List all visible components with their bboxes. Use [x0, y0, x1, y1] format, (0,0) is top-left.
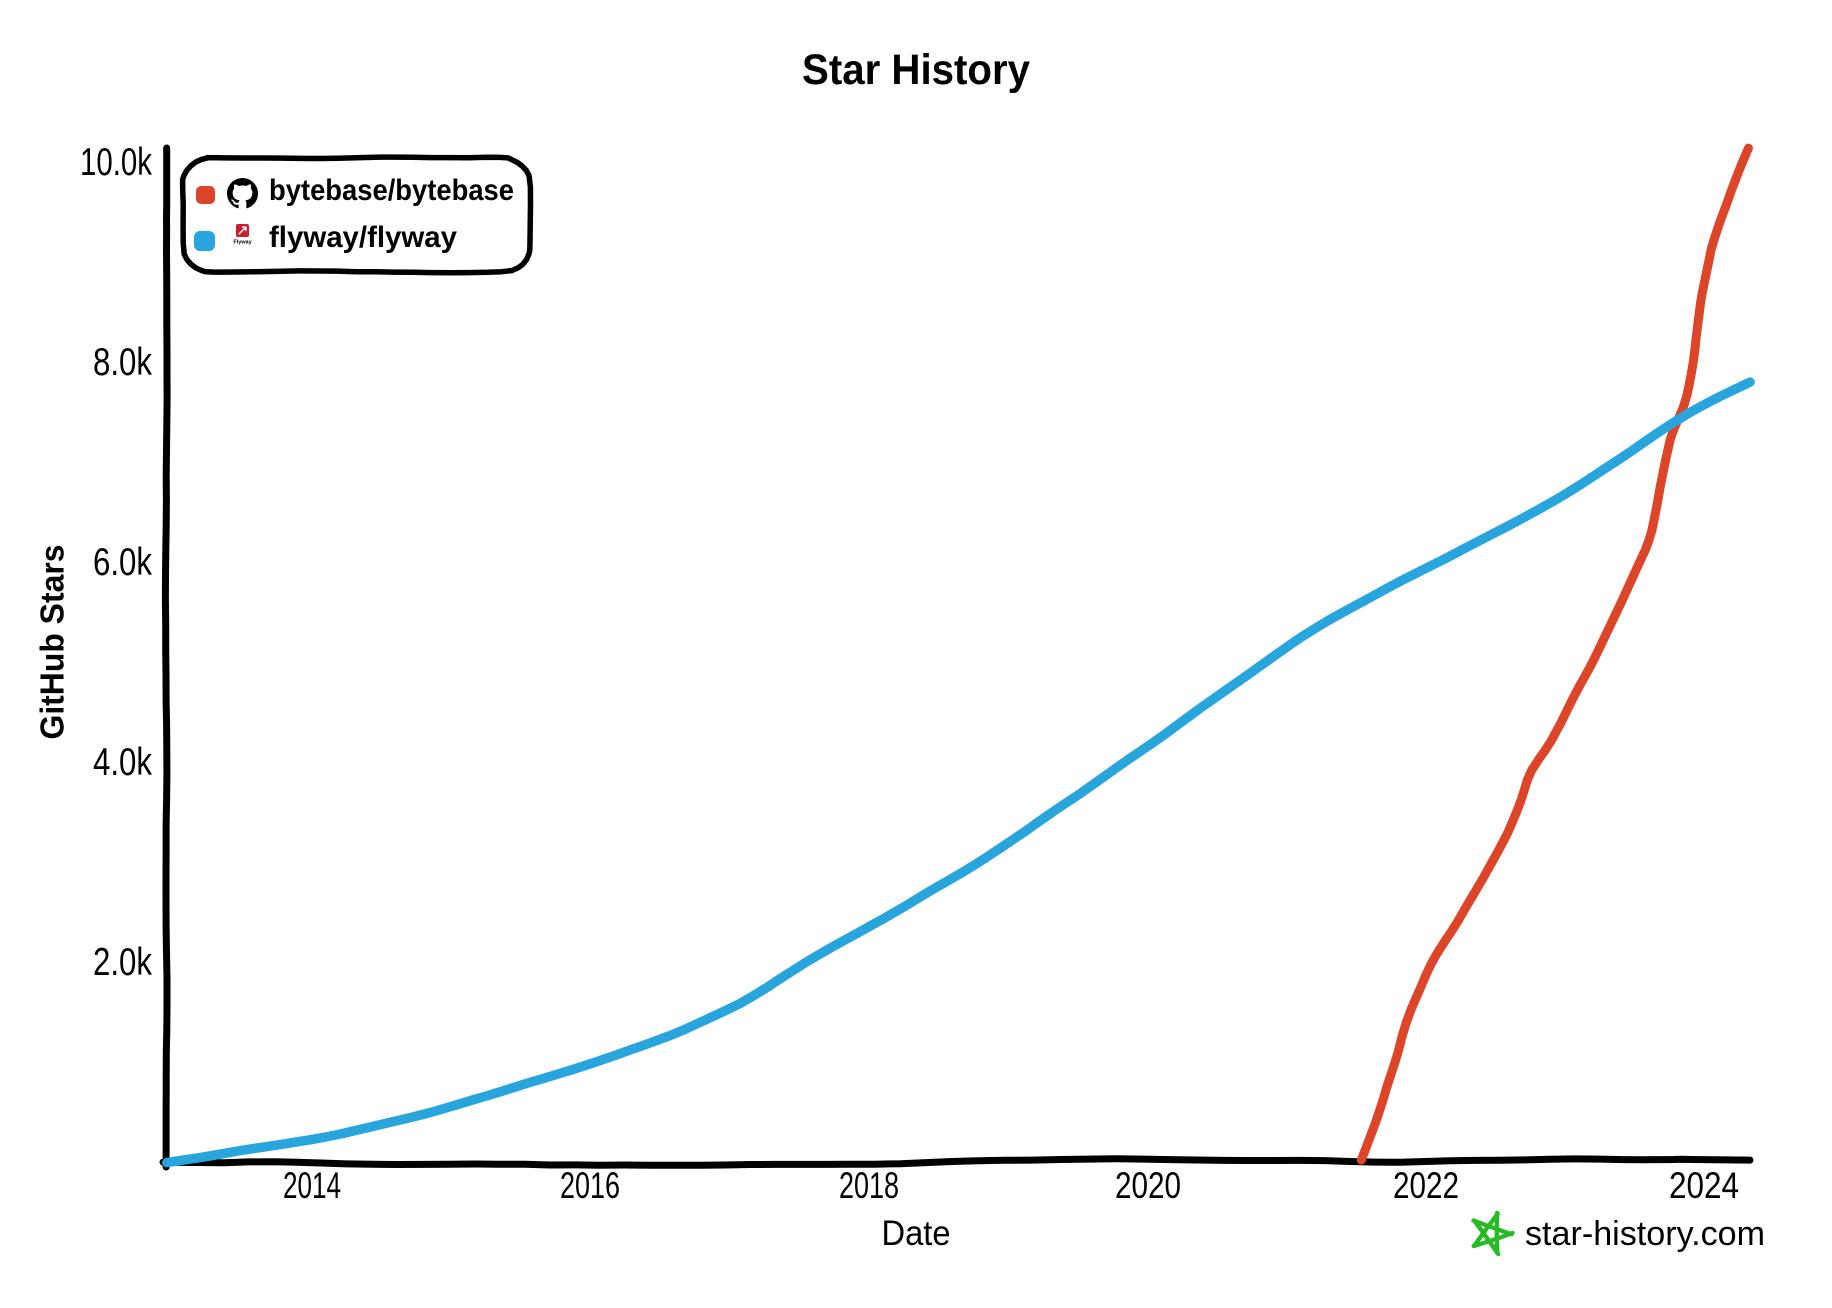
svg-text:Flyway: Flyway [233, 240, 252, 246]
svg-text:2014: 2014 [283, 1165, 341, 1206]
svg-text:2020: 2020 [1115, 1165, 1181, 1206]
svg-text:2018: 2018 [839, 1165, 899, 1206]
svg-text:bytebase/bytebase: bytebase/bytebase [269, 174, 514, 207]
svg-text:10.0k: 10.0k [80, 141, 152, 184]
svg-text:2022: 2022 [1393, 1165, 1459, 1206]
svg-text:flyway/flyway: flyway/flyway [269, 221, 457, 254]
svg-text:2.0k: 2.0k [93, 941, 152, 984]
svg-text:2024: 2024 [1669, 1165, 1739, 1206]
svg-text:4.0k: 4.0k [93, 741, 152, 784]
svg-text:6.0k: 6.0k [93, 541, 152, 584]
svg-text:Date: Date [882, 1214, 951, 1253]
svg-text:star-history.com: star-history.com [1525, 1215, 1765, 1253]
svg-text:8.0k: 8.0k [93, 341, 152, 384]
svg-text:GitHub Stars: GitHub Stars [34, 545, 71, 740]
svg-text:2016: 2016 [560, 1165, 620, 1206]
svg-text:Star History: Star History [802, 46, 1030, 94]
